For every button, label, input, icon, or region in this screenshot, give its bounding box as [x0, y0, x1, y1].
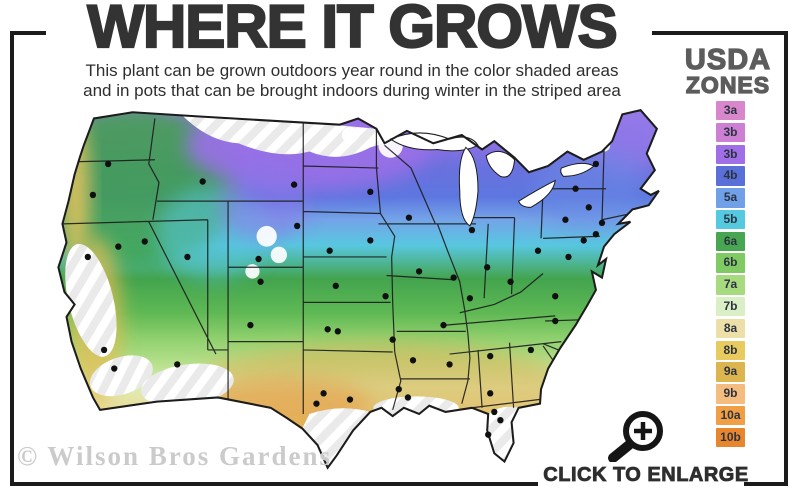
city-dot — [466, 295, 474, 302]
city-dot — [382, 292, 389, 300]
city-dot — [415, 268, 423, 275]
city-dot — [565, 253, 572, 261]
city-dot — [572, 185, 579, 192]
frame-border-top-left — [10, 31, 46, 35]
city-dot — [105, 160, 112, 168]
city-dot — [184, 253, 191, 261]
zone-swatch-9a: 9a — [716, 362, 745, 382]
city-dot — [580, 237, 587, 244]
city-dot — [367, 237, 374, 244]
city-dot — [491, 408, 498, 416]
subtitle-line-2: and in pots that can be brought indoors … — [83, 81, 621, 100]
city-dot — [346, 396, 354, 403]
city-dot — [257, 278, 264, 285]
zone-swatch-3a: 3a — [716, 101, 745, 121]
city-dots — [84, 160, 606, 438]
zone-swatch-3b: 3b — [716, 122, 745, 143]
city-dot — [497, 416, 504, 424]
zone-swatch-10b: 10b — [716, 427, 745, 448]
zone-swatch-10a: 10a — [716, 405, 745, 426]
legend-title-zones: ZONES — [685, 71, 771, 98]
zone-swatch-5b: 5b — [716, 209, 745, 230]
city-dot — [395, 385, 402, 393]
zone-swatch-5a: 5a — [716, 188, 745, 208]
zone-swatch-9b: 9b — [716, 384, 745, 404]
city-dot — [585, 204, 592, 211]
click-to-enlarge-label[interactable]: CLICK TO ENLARGE — [543, 464, 749, 487]
city-dot — [84, 253, 91, 261]
click-to-enlarge-button[interactable]: CLICK TO ENLARGE — [536, 392, 766, 487]
city-dot — [389, 336, 396, 343]
frame-border-right — [784, 31, 788, 486]
zone-swatch-6a: 6a — [716, 231, 745, 252]
city-dot — [199, 178, 206, 185]
city-dot — [367, 188, 374, 196]
city-dot — [485, 431, 492, 438]
city-dot — [320, 390, 327, 397]
city-dot — [313, 400, 320, 407]
city-dot — [487, 352, 494, 360]
city-dot — [255, 255, 262, 263]
city-dot — [100, 346, 108, 354]
frame-border-bottom-right — [744, 482, 788, 486]
city-dot — [174, 361, 181, 368]
city-dot — [324, 326, 331, 333]
zone-swatch-8a: 8a — [716, 318, 745, 339]
city-dot — [294, 222, 301, 230]
frame-border-bottom-left — [10, 482, 538, 486]
city-dot — [115, 243, 122, 250]
zone-legend-list: 3a 3b 3b 4b 5a 5b 6a 6b 7a 7b 8a 8b 9a 9b 10a 10b — [716, 101, 745, 450]
city-dot — [247, 321, 254, 329]
subtitle-line-1: This plant can be grown outdoors year ro… — [85, 61, 619, 80]
legend-title-usda: USDA — [684, 43, 772, 76]
city-dot — [592, 160, 600, 168]
zone-swatch-3b: 3b — [716, 144, 745, 164]
city-dot — [598, 219, 606, 227]
frame-border-left — [10, 31, 14, 486]
city-dot — [89, 191, 97, 199]
zone-swatch-6b: 6b — [716, 253, 745, 273]
city-dot — [334, 328, 341, 335]
city-dot — [409, 357, 417, 364]
city-dot — [290, 181, 298, 188]
city-dot — [141, 238, 148, 245]
zone-swatch-4b: 4b — [716, 166, 745, 186]
city-dot — [111, 365, 118, 372]
city-dot — [592, 230, 600, 238]
city-dot — [326, 247, 333, 254]
city-dot — [332, 282, 339, 290]
city-dot — [487, 390, 494, 397]
city-dot — [468, 226, 476, 234]
city-dot — [507, 278, 514, 285]
frame-border-top-right — [652, 31, 788, 35]
usda-zone-map — [57, 109, 660, 470]
magnifier-plus-icon[interactable] — [600, 392, 680, 462]
city-dot — [450, 274, 457, 281]
city-dot — [404, 394, 412, 401]
watermark: © Wilson Bros Gardens — [17, 441, 332, 471]
city-dot — [534, 247, 542, 254]
city-dot — [552, 317, 559, 325]
great-lakes — [389, 132, 595, 227]
city-dot — [446, 361, 453, 368]
page-title: WHERE IT GROWS — [86, 0, 619, 61]
city-dot — [405, 214, 413, 221]
zone-swatch-8b: 8b — [716, 340, 745, 360]
city-dot — [527, 346, 535, 354]
city-dot — [440, 321, 447, 329]
city-dot — [562, 216, 569, 223]
city-dot — [552, 292, 559, 300]
zone-swatch-7b: 7b — [716, 297, 745, 317]
city-dot — [484, 264, 491, 271]
zone-swatch-7a: 7a — [716, 275, 745, 295]
us-outline — [57, 109, 660, 470]
